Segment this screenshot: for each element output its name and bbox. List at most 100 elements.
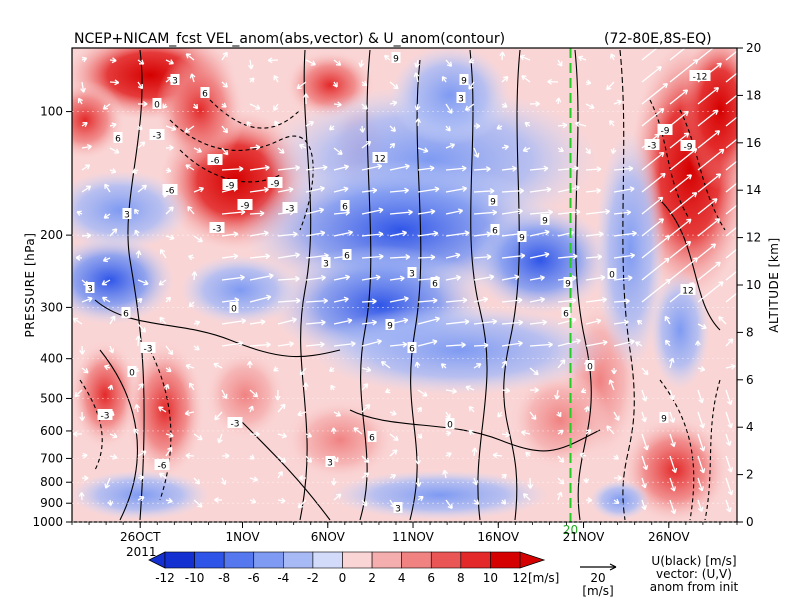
wind-vector [525, 451, 531, 457]
forecast-init-label: 20 [563, 523, 578, 537]
y2-tick-label: 10 [746, 278, 761, 292]
vector-reference-unit: [m/s] [582, 584, 613, 598]
wind-vector [522, 493, 531, 501]
wind-vector [697, 218, 721, 237]
wind-vector [501, 144, 509, 151]
wind-vector [277, 403, 286, 413]
wind-vector [277, 297, 301, 304]
wind-vector [221, 81, 228, 88]
wind-vector [193, 345, 200, 351]
u-contours [79, 49, 726, 521]
contour-label: -9 [661, 127, 670, 137]
wind-vector [585, 231, 604, 238]
wind-vector [527, 477, 534, 489]
wind-vector [389, 296, 409, 303]
wind-vector [185, 53, 195, 61]
wind-vector [694, 340, 701, 347]
wind-vector [361, 207, 384, 215]
contour-label: -3 [286, 205, 295, 215]
wind-vector [137, 323, 147, 333]
colorbar-swatch [371, 551, 402, 569]
wind-vector [249, 144, 261, 151]
wind-vector [361, 366, 372, 373]
legend-line-2: vector: (U,V) [656, 567, 732, 581]
wind-vector [606, 81, 615, 91]
contour-label: -9 [271, 180, 280, 190]
wind-vector [414, 103, 421, 111]
wind-vector [557, 209, 581, 216]
wind-vector [297, 410, 307, 417]
contour-label: 9 [393, 55, 399, 65]
wind-vector [697, 281, 724, 303]
wind-vector [669, 477, 676, 492]
contour-label-bg [657, 124, 673, 135]
wind-vector [103, 213, 111, 219]
wind-vector [585, 429, 592, 435]
wind-vector [501, 340, 523, 347]
wind-vector [361, 80, 368, 87]
wind-vector [473, 296, 489, 303]
contour-label: 9 [661, 415, 667, 425]
wind-vector [557, 185, 580, 193]
wind-vector [524, 121, 531, 128]
wind-vector [613, 411, 620, 421]
y-tick-label: 300 [40, 300, 63, 314]
wind-vector [221, 389, 228, 400]
wind-vector [213, 362, 223, 369]
wind-vector [75, 254, 83, 261]
wind-vector [221, 209, 246, 216]
contour-label-bg [680, 140, 696, 151]
contour-label-bg [689, 70, 711, 81]
contour-label: 6 [432, 280, 438, 290]
wind-vector [669, 257, 699, 281]
wind-vector [492, 452, 503, 459]
wind-vector [221, 166, 244, 172]
wind-vector [81, 121, 88, 128]
wind-vector [131, 168, 139, 174]
contour-label-bg [170, 74, 180, 85]
colorbar-label: -10 [185, 571, 205, 585]
wind-vector [636, 319, 643, 326]
wind-vector [333, 493, 342, 501]
contour-label-bg [490, 224, 500, 235]
contour-label-bg [644, 139, 660, 150]
wind-vector [416, 406, 422, 413]
wind-vector [249, 389, 259, 398]
contour-label: -3 [231, 420, 240, 430]
wind-vector [221, 125, 229, 134]
wind-vector [664, 339, 671, 347]
wind-vector [725, 72, 737, 83]
colorbar-label: 4 [398, 571, 406, 585]
contour-label: 12 [374, 155, 385, 165]
wind-vector [613, 319, 629, 326]
wind-vector [193, 235, 203, 243]
contour-label-bg [122, 208, 132, 219]
contour-label: 6 [369, 434, 375, 444]
wind-vector [641, 433, 649, 451]
wind-vector [529, 100, 540, 107]
contour-label-bg [121, 307, 131, 318]
wind-vector [496, 124, 503, 130]
wind-vector [641, 83, 668, 105]
colorbar-swatch [164, 551, 195, 569]
wind-vector [109, 79, 120, 86]
wind-vector [725, 389, 733, 406]
wind-vector [417, 147, 429, 153]
wind-vector [473, 363, 482, 369]
wind-vector [333, 411, 342, 417]
wind-vector [641, 172, 666, 193]
wind-vector [697, 130, 721, 149]
contour-label: 6 [492, 227, 498, 237]
wind-vector [445, 186, 468, 193]
wind-vector [613, 186, 635, 193]
wind-vector [417, 254, 436, 261]
wind-vector [305, 432, 313, 438]
wind-vector [641, 65, 662, 83]
contour-label: 3 [87, 285, 93, 295]
colorbar-label: 10 [483, 571, 498, 585]
wind-vector [501, 387, 511, 394]
contour-label-bg [459, 74, 469, 85]
wind-vector [445, 499, 453, 510]
wind-vector [501, 319, 524, 326]
